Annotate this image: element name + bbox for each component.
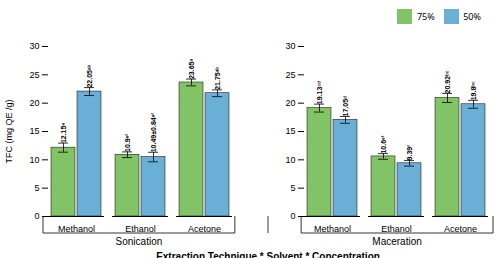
svg-text:30: 30 [29, 41, 39, 51]
svg-text:10: 10 [285, 154, 295, 164]
svg-text:10.9ᵉᶠ: 10.9ᵉᶠ [124, 133, 131, 151]
svg-text:25: 25 [29, 69, 39, 79]
svg-text:Sonication: Sonication [116, 236, 163, 247]
svg-text:19.8ᵇᶜ: 19.8ᵇᶜ [470, 80, 477, 99]
svg-text:25: 25 [285, 69, 295, 79]
svg-text:Extraction Technique * Solvent: Extraction Technique * Solvent * Concent… [156, 251, 380, 258]
svg-text:Ethanol: Ethanol [381, 223, 412, 233]
svg-text:19.13ᶜᵈ: 19.13ᶜᵈ [316, 80, 323, 103]
svg-text:30: 30 [285, 41, 295, 51]
svg-text:23.65ᵃ: 23.65ᵃ [188, 58, 195, 79]
svg-text:Methanol: Methanol [58, 223, 95, 233]
svg-text:5: 5 [290, 183, 295, 193]
svg-text:15: 15 [285, 126, 295, 136]
svg-text:Methanol: Methanol [314, 223, 351, 233]
svg-text:20: 20 [285, 98, 295, 108]
html-text:75%: 75% [416, 10, 435, 23]
svg-text:12.15ᵉ: 12.15ᵉ [60, 122, 67, 143]
svg-text:22.05ᵃᵇ: 22.05ᵃᵇ [86, 64, 93, 87]
svg-text:TFC (mg QE /g): TFC (mg QE /g) [4, 99, 14, 163]
svg-text:0: 0 [34, 211, 39, 221]
svg-text:10.6ᵉᶠ: 10.6ᵉᶠ [380, 135, 387, 153]
svg-text:Acetone: Acetone [188, 223, 221, 233]
svg-text:Maceration: Maceration [372, 236, 421, 247]
svg-text:0: 0 [290, 211, 295, 221]
svg-text:10.49±0.84ᵉᶠ: 10.49±0.84ᵉᶠ [150, 112, 157, 152]
svg-text:20: 20 [29, 98, 39, 108]
svg-text:9.39ᶠ: 9.39ᶠ [406, 144, 413, 160]
svg-text:15: 15 [29, 126, 39, 136]
svg-text:17.05ᵈ: 17.05ᵈ [342, 95, 349, 116]
html-text:50%: 50% [463, 10, 481, 23]
svg-text:Acetone: Acetone [444, 223, 477, 233]
svg-text:20.92ᵇᶜ: 20.92ᵇᶜ [444, 70, 451, 93]
svg-text:21.75ᵃᵇ: 21.75ᵃᵇ [214, 66, 221, 89]
svg-text:Ethanol: Ethanol [125, 223, 156, 233]
svg-text:10: 10 [29, 154, 39, 164]
svg-text:5: 5 [34, 183, 39, 193]
